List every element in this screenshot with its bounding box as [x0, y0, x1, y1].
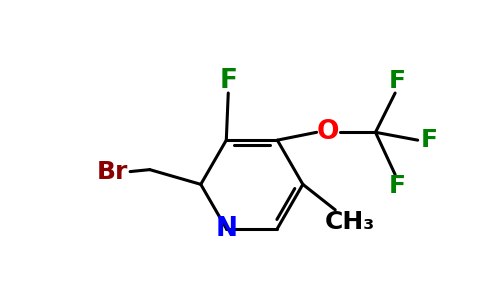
- Text: CH₃: CH₃: [325, 210, 375, 234]
- Text: F: F: [389, 174, 406, 198]
- Text: F: F: [389, 69, 406, 93]
- Text: Br: Br: [97, 160, 128, 184]
- Text: O: O: [317, 119, 340, 145]
- Text: F: F: [421, 128, 438, 152]
- Text: F: F: [219, 68, 237, 94]
- Text: N: N: [215, 216, 237, 242]
